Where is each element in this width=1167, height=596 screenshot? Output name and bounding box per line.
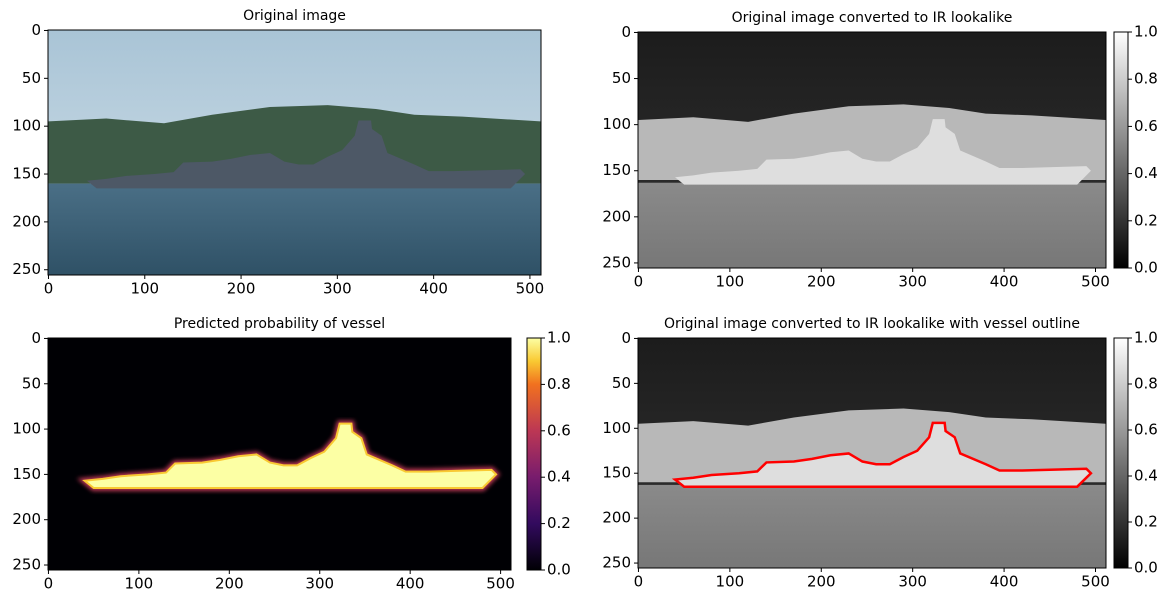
x-tick-label: 300 <box>323 280 352 298</box>
y-tick-label: 200 <box>602 207 631 225</box>
y-tick-label: 0 <box>31 21 41 39</box>
colorbar-tick-label: 0.8 <box>1134 375 1158 393</box>
ship <box>675 119 1091 185</box>
x-tick-label: 100 <box>716 573 745 591</box>
colorbar <box>1113 31 1129 269</box>
y-tick-label: 50 <box>22 374 41 392</box>
y-tick-label: 250 <box>602 554 631 572</box>
hills <box>638 408 1106 483</box>
axes-frame <box>47 337 512 571</box>
colorbar-tick-label: 0.0 <box>1134 259 1158 277</box>
ship <box>86 120 526 189</box>
subplot-title: Original image converted to IR lookalike… <box>664 316 1080 332</box>
image <box>48 338 511 570</box>
y-tick-label: 250 <box>12 556 41 574</box>
sea <box>638 182 1106 268</box>
ship <box>675 422 1091 487</box>
x-tick-label: 400 <box>990 273 1019 291</box>
colorbar-tick-label: 0.6 <box>547 421 571 439</box>
colorbar-tick-label: 0.6 <box>1134 421 1158 439</box>
colorbar-tick-label: 1.0 <box>1134 23 1158 41</box>
x-tick-label: 100 <box>130 280 159 298</box>
x-tick-label: 300 <box>898 573 927 591</box>
colorbar-tick-label: 0.8 <box>1134 70 1158 88</box>
colorbar-tick-label: 0.6 <box>1134 117 1158 135</box>
x-tick-label: 400 <box>396 575 425 593</box>
colorbar-tick-label: 0.2 <box>1134 211 1158 229</box>
y-tick-label: 250 <box>12 260 41 278</box>
x-tick-label: 200 <box>227 280 256 298</box>
axes-frame <box>637 337 1107 569</box>
axes-frame <box>637 31 1107 269</box>
y-tick-label: 150 <box>602 161 631 179</box>
colorbar-tick-label: 0.2 <box>1134 513 1158 531</box>
x-tick-label: 0 <box>634 273 644 291</box>
image <box>638 338 1106 568</box>
colorbar-tick-label: 0.4 <box>547 468 571 486</box>
colorbar-tick-label: 1.0 <box>547 329 571 347</box>
subplot: Predicted probability of vessel 0 100 200 30… <box>12 316 571 593</box>
x-tick-label: 200 <box>215 575 244 593</box>
axes-frame <box>47 29 542 276</box>
y-tick-label: 0 <box>621 329 631 347</box>
y-tick-label: 50 <box>612 69 631 87</box>
subplot-title: Predicted probability of vessel <box>174 316 385 332</box>
image <box>638 32 1106 268</box>
y-tick-label: 150 <box>12 465 41 483</box>
y-tick-label: 200 <box>12 510 41 528</box>
subplot: Original image converted to IR lookalike… <box>602 316 1158 591</box>
subplot: Original image 0 100 200 300 400 500 0 50 100 150 2… <box>12 8 544 298</box>
y-tick-label: 0 <box>31 329 41 347</box>
y-tick-label: 200 <box>12 212 41 230</box>
x-tick-label: 500 <box>516 280 545 298</box>
y-tick-label: 200 <box>602 509 631 527</box>
x-tick-label: 0 <box>634 573 644 591</box>
y-tick-label: 100 <box>602 419 631 437</box>
subplot-title: Original image <box>243 8 346 24</box>
background <box>48 338 511 570</box>
x-tick-label: 200 <box>807 273 836 291</box>
y-tick-label: 50 <box>22 69 41 87</box>
colorbar <box>526 337 542 571</box>
x-tick-label: 0 <box>44 575 54 593</box>
colorbar-tick-label: 0.0 <box>1134 559 1158 577</box>
x-tick-label: 400 <box>419 280 448 298</box>
colorbar-tick-label: 0.0 <box>547 561 571 579</box>
y-tick-label: 100 <box>12 117 41 135</box>
colorbar-tick-label: 0.2 <box>547 514 571 532</box>
subplot-title: Original image converted to IR lookalike <box>732 10 1013 26</box>
y-tick-label: 250 <box>602 253 631 271</box>
x-tick-label: 200 <box>807 573 836 591</box>
x-tick-label: 100 <box>125 575 154 593</box>
subplot: Original image converted to IR lookalike… <box>602 10 1158 291</box>
colorbar-tick-label: 0.4 <box>1134 467 1158 485</box>
y-tick-label: 0 <box>621 23 631 41</box>
hills <box>638 104 1106 180</box>
sea <box>638 484 1106 568</box>
sea <box>48 183 541 275</box>
image <box>48 30 541 275</box>
x-tick-label: 0 <box>44 280 54 298</box>
x-tick-label: 300 <box>305 575 334 593</box>
y-tick-label: 50 <box>612 374 631 392</box>
y-tick-label: 150 <box>602 464 631 482</box>
colorbar-tick-label: 0.4 <box>1134 164 1158 182</box>
hills <box>48 105 541 184</box>
x-tick-label: 500 <box>486 575 515 593</box>
x-tick-label: 500 <box>1081 573 1110 591</box>
vessel-outline <box>671 421 1093 488</box>
x-tick-label: 100 <box>716 273 745 291</box>
ship <box>82 422 498 489</box>
x-tick-label: 500 <box>1081 273 1110 291</box>
x-tick-label: 300 <box>898 273 927 291</box>
colorbar <box>1113 337 1129 569</box>
colorbar-tick-label: 1.0 <box>1134 329 1158 347</box>
colorbar-tick-label: 0.8 <box>547 375 571 393</box>
y-tick-label: 150 <box>12 165 41 183</box>
x-tick-label: 400 <box>990 573 1019 591</box>
y-tick-label: 100 <box>602 115 631 133</box>
y-tick-label: 100 <box>12 420 41 438</box>
